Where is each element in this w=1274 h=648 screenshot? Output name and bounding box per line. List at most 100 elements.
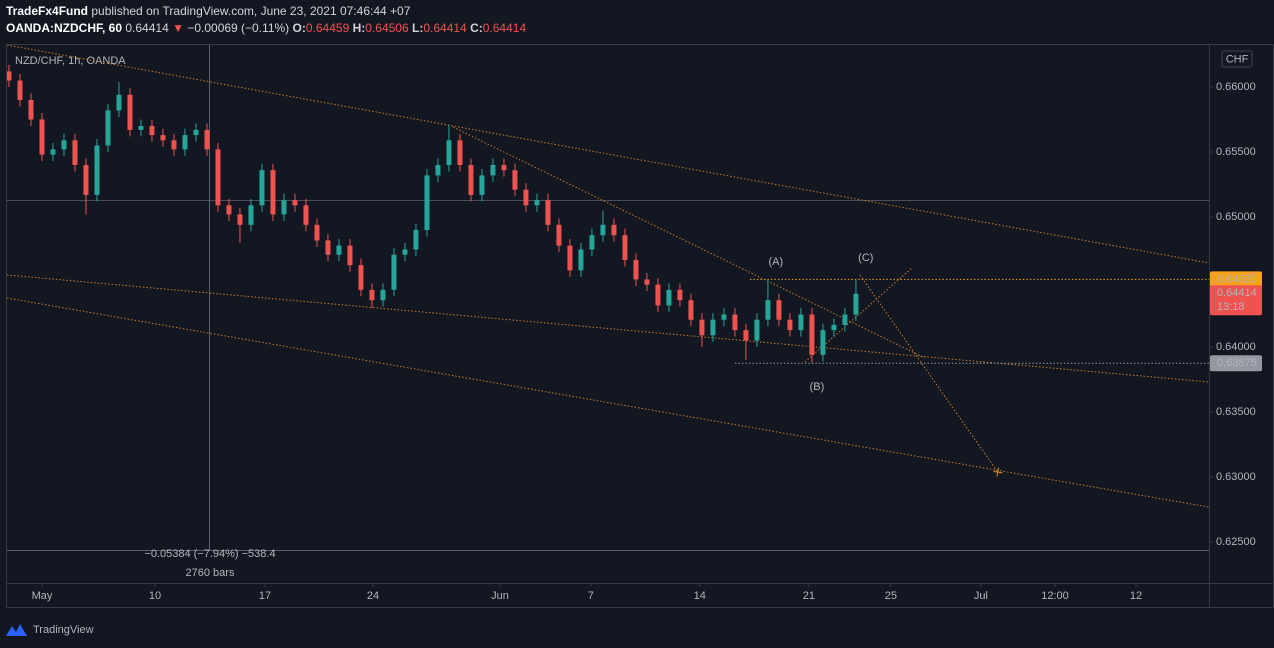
- candle-body: [776, 300, 782, 320]
- candle-body: [721, 314, 727, 320]
- candle-body: [391, 254, 397, 290]
- candle-body: [182, 135, 188, 150]
- candle-body: [710, 319, 716, 336]
- candle-body: [556, 224, 562, 246]
- candle-body: [380, 289, 386, 301]
- price-tag-label: 0.63875: [1217, 357, 1257, 369]
- high-label: H:: [353, 21, 366, 35]
- candle-body: [666, 289, 672, 306]
- trend-line: [804, 267, 913, 363]
- change: −0.00069 (−0.11%): [187, 21, 289, 35]
- candle-body: [853, 293, 859, 315]
- candle-body: [831, 324, 837, 331]
- candle-body: [105, 110, 111, 146]
- y-tick-label: 0.63000: [1216, 471, 1256, 483]
- published: published on TradingView.com, June 23, 2…: [91, 4, 410, 18]
- open-label: O:: [293, 21, 306, 35]
- price-tag-countdown: 13:18: [1217, 301, 1245, 313]
- candle-body: [72, 140, 78, 166]
- y-tick-label: 0.65000: [1216, 211, 1256, 223]
- high: 0.64506: [365, 21, 409, 35]
- candle-body: [732, 314, 738, 331]
- candle-body: [479, 175, 485, 195]
- currency-box: [1221, 50, 1253, 68]
- x-tick-label: Jul: [974, 590, 988, 602]
- x-tick-label: 7: [588, 590, 594, 602]
- x-tick-label: 10: [149, 590, 161, 602]
- low-label: L:: [412, 21, 423, 35]
- candle-body: [402, 249, 408, 255]
- x-tick-label: 21: [803, 590, 815, 602]
- candle-body: [699, 319, 705, 336]
- y-tick-label: 0.63500: [1216, 406, 1256, 418]
- y-tick-label: 0.64000: [1216, 341, 1256, 353]
- y-tick-label: 0.66000: [1216, 81, 1256, 93]
- candle-body: [501, 165, 507, 171]
- candle-body: [600, 224, 606, 236]
- candle-body: [39, 119, 45, 155]
- candle-body: [17, 80, 23, 100]
- candle-body: [259, 170, 265, 206]
- candle-body: [622, 235, 628, 260]
- candle-body: [567, 245, 573, 271]
- brand: TradingView: [33, 624, 94, 636]
- x-tick-label: 25: [885, 590, 897, 602]
- candle-body: [336, 245, 342, 255]
- candle-body: [743, 330, 749, 341]
- candle-body: [413, 230, 419, 250]
- candle-body: [809, 314, 815, 355]
- low: 0.64414: [423, 21, 467, 35]
- last: 0.64414: [125, 21, 169, 35]
- candle-body: [138, 125, 144, 130]
- logo-icon: [6, 624, 27, 636]
- candle-body: [237, 214, 243, 225]
- candle-body: [765, 300, 771, 320]
- publisher: TradeFx4Fund: [6, 4, 88, 18]
- candle-body: [28, 99, 34, 120]
- x-tick-label: 12: [1130, 590, 1142, 602]
- candle-body: [292, 200, 298, 206]
- trend-line: [7, 45, 1209, 264]
- ohlc-line: OANDA:NZDCHF, 60 0.64414 ▼ −0.00069 (−0.…: [6, 21, 526, 35]
- candle-body: [512, 170, 518, 190]
- candle-body: [655, 284, 661, 306]
- candle-body: [270, 170, 276, 215]
- open: 0.64459: [306, 21, 350, 35]
- arrow: ▼: [172, 21, 184, 35]
- candle-body: [50, 149, 56, 155]
- candle-body: [281, 200, 287, 215]
- candle-body: [303, 205, 309, 225]
- candle-body: [160, 135, 166, 141]
- candle-body: [842, 314, 848, 325]
- candle-body: [204, 129, 210, 150]
- candle-body: [523, 189, 529, 206]
- price-tag-label: 0.64414: [1217, 287, 1257, 299]
- candle-body: [193, 129, 199, 136]
- measure-text: −0.05384 (−7.94%) −538.4: [144, 548, 275, 560]
- trend-line: [7, 297, 1209, 508]
- candle-body: [644, 279, 650, 285]
- y-tick-label: 0.65500: [1216, 146, 1256, 158]
- x-tick-label: 24: [367, 590, 379, 602]
- candle-body: [435, 165, 441, 176]
- measure-bars: 2760 bars: [186, 567, 235, 579]
- candle-body: [83, 165, 89, 195]
- candle-body: [61, 140, 67, 150]
- candle-body: [633, 259, 639, 280]
- candle-body: [820, 330, 826, 355]
- candle-body: [545, 200, 551, 225]
- candle-body: [314, 224, 320, 241]
- candle-body: [171, 140, 177, 150]
- candle-body: [589, 235, 595, 250]
- candle-body: [677, 289, 683, 301]
- currency: CHF: [1226, 53, 1249, 65]
- candle-body: [127, 94, 133, 130]
- candle-body: [226, 205, 232, 215]
- x-tick-label: May: [32, 590, 53, 602]
- candle-body: [325, 240, 331, 255]
- candle-body: [578, 249, 584, 271]
- wave-label: (C): [858, 252, 873, 264]
- candle-body: [149, 125, 155, 136]
